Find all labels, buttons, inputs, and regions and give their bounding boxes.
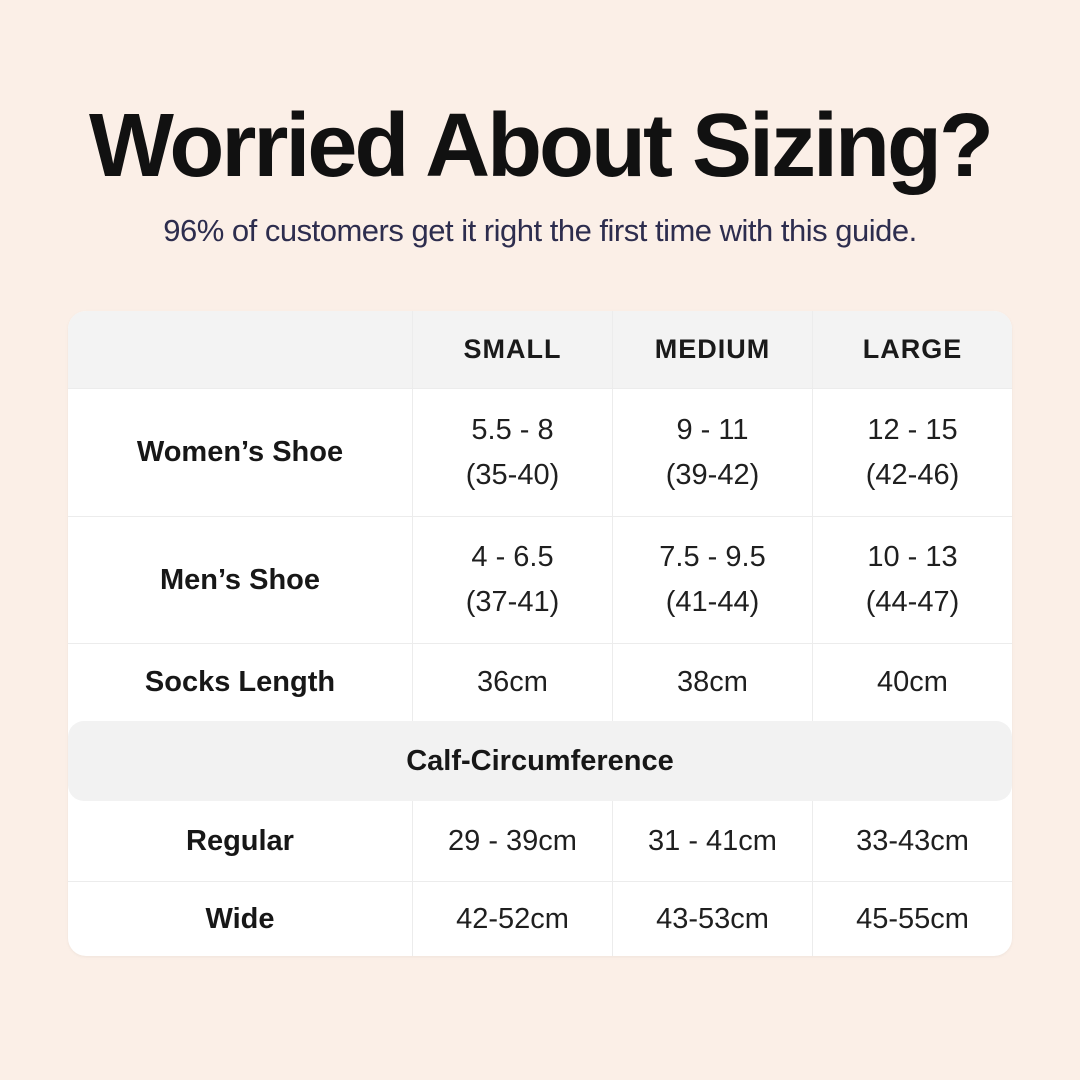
- cell-socks-medium: 38cm: [612, 644, 812, 722]
- cell-line-2: (35-40): [465, 458, 560, 491]
- page-subtitle: 96% of customers get it right the first …: [163, 212, 917, 248]
- table-row-womens-shoe: Women’s Shoe 5.5 - 8 (35-40) 9 - 11 (39-…: [68, 388, 1012, 517]
- table-row-socks-length: Socks Length 36cm 38cm 40cm: [68, 643, 1012, 722]
- cell-line-2: (44-47): [865, 586, 960, 619]
- row-label-mens-shoe: Men’s Shoe: [159, 563, 321, 596]
- cell-socks-large: 40cm: [812, 644, 1012, 722]
- cell-wide-medium: 43-53cm: [612, 882, 812, 957]
- cell-line-2: (39-42): [665, 458, 760, 491]
- row-label-regular: Regular: [186, 824, 294, 857]
- cell-womens-medium: 9 - 11 (39-42): [612, 389, 812, 517]
- table-row-mens-shoe: Men’s Shoe 4 - 6.5 (37-41) 7.5 - 9.5 (41…: [68, 516, 1012, 644]
- cell-wide-small: 42-52cm: [412, 882, 612, 957]
- cell-wide-large: 45-55cm: [812, 882, 1012, 957]
- cell-womens-large: 12 - 15 (42-46): [812, 389, 1012, 517]
- column-header-large: LARGE: [812, 311, 1012, 389]
- cell-regular-medium: 31 - 41cm: [612, 801, 812, 882]
- row-label-socks-length: Socks Length: [144, 666, 336, 699]
- cell-mens-large: 10 - 13 (44-47): [812, 517, 1012, 644]
- table-header-row: SMALL MEDIUM LARGE: [68, 311, 1012, 389]
- section-header-calf-circumference: Calf-Circumference: [68, 721, 1012, 802]
- size-chart-table: SMALL MEDIUM LARGE Women’s Shoe 5.5 - 8 …: [68, 311, 1012, 957]
- column-header-medium: MEDIUM: [612, 311, 812, 389]
- row-label-womens-shoe: Women’s Shoe: [136, 436, 344, 469]
- cell-womens-small: 5.5 - 8 (35-40): [412, 389, 612, 517]
- cell-line-1: 7.5 - 9.5: [659, 541, 766, 574]
- row-label-wide: Wide: [205, 902, 275, 935]
- page-title: Worried About Sizing?: [89, 96, 994, 196]
- header-empty-cell: [68, 311, 412, 388]
- cell-line-2: (41-44): [665, 586, 760, 619]
- column-header-small: SMALL: [412, 311, 612, 389]
- cell-line-1: 9 - 11: [676, 413, 749, 446]
- table-row-regular: Regular 29 - 39cm 31 - 41cm 33-43cm: [68, 801, 1012, 882]
- cell-line-1: 12 - 15: [867, 413, 958, 446]
- cell-socks-small: 36cm: [412, 644, 612, 722]
- cell-line-2: (37-41): [465, 586, 560, 619]
- cell-line-1: 4 - 6.5: [471, 541, 554, 574]
- cell-line-1: 10 - 13: [867, 541, 958, 574]
- cell-mens-small: 4 - 6.5 (37-41): [412, 517, 612, 644]
- table-row-wide: Wide 42-52cm 43-53cm 45-55cm: [68, 881, 1012, 957]
- cell-mens-medium: 7.5 - 9.5 (41-44): [612, 517, 812, 644]
- cell-regular-large: 33-43cm: [812, 801, 1012, 882]
- cell-line-2: (42-46): [865, 458, 960, 491]
- cell-regular-small: 29 - 39cm: [412, 801, 612, 882]
- cell-line-1: 5.5 - 8: [471, 413, 554, 446]
